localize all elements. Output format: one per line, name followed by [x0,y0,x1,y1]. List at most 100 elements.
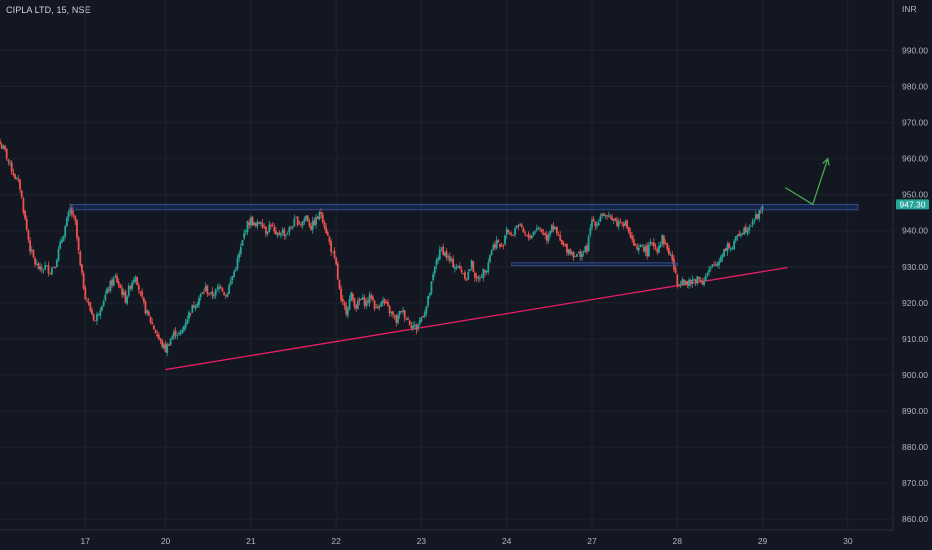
candle-body [711,264,714,267]
candle-body [686,280,689,286]
candle-body [251,216,254,226]
candle-body [102,301,105,306]
candle-body [231,276,234,281]
candle-body [621,222,623,224]
candle-body [382,300,384,303]
candle-body [458,266,461,269]
candle-body [467,271,470,280]
candle-body [577,252,580,254]
candle-body [219,286,222,288]
chart-title: CIPLA LTD, 15, NSE [6,5,91,15]
candle-body [639,245,642,247]
candle-body [393,315,396,317]
candle-body [203,291,205,293]
candle-body [671,254,674,261]
candle-body [184,322,187,328]
candle-body [397,315,399,323]
candle-body [310,225,312,230]
candle-body [497,240,500,243]
candle-body [614,217,617,221]
candle-body [47,265,50,274]
candle-body [480,277,483,278]
candle-body [678,285,680,287]
candle-body [432,274,435,281]
candle-body [597,222,600,226]
candle-body [754,214,757,220]
y-tick-label: 870.00 [902,478,928,488]
candle-body [594,221,597,227]
y-tick-label: 860.00 [902,514,928,524]
candle-body [216,287,219,289]
candle-body [383,298,386,304]
candle-body [696,276,699,284]
candle-body [316,216,319,219]
candle-body [156,333,159,336]
candle-body [438,249,441,260]
candle-body [495,240,498,249]
candle-body [340,288,343,300]
x-tick-label: 27 [587,536,597,546]
candle-body [641,245,644,247]
candle-body [313,220,316,226]
candle-body [668,248,670,255]
candle-body [482,268,485,279]
candle-body [560,240,563,245]
candle-body [79,251,82,266]
candle-body [392,311,394,315]
candle-body [631,236,634,240]
candle-body [515,225,518,228]
candle-body [550,224,553,232]
candle-body [204,286,207,291]
candle-body [761,205,764,211]
candle-body [29,240,32,252]
candle-body [388,306,391,314]
candle-body [214,289,217,296]
candle-body [258,222,261,224]
candle-body [37,263,40,270]
candle-body [346,308,349,316]
candle-body [537,227,540,229]
candle-body [708,269,710,273]
candle-body [649,241,652,245]
candle-body [659,244,662,248]
candle-body [626,220,629,228]
candle-body [278,232,281,235]
candle-body [62,236,65,242]
candle-body [499,243,501,247]
candle-body [20,190,23,198]
resistance-zone [69,204,859,211]
candle-body [253,222,256,226]
candle-body [728,243,731,249]
candle-body [554,226,557,230]
y-tick-label: 890.00 [902,406,928,416]
candle-body [286,233,289,235]
candle-body [121,288,123,295]
candle-body [65,217,68,227]
candle-body [591,219,593,228]
y-tick-label: 980.00 [902,82,928,92]
candle-body [542,232,545,235]
candle-body [263,227,266,228]
candle-body [0,144,3,149]
candle-body [326,232,329,236]
candle-body [32,249,35,258]
candle-body [57,249,60,261]
candle-body [126,296,128,304]
candle-body [460,269,463,273]
candle-body [479,278,481,280]
candle-body [642,246,645,252]
candle-body [724,248,727,251]
candle-body [335,257,338,265]
candle-body [654,245,657,248]
candle-body [736,235,739,237]
candle-body [54,266,57,268]
candle-body [731,249,734,250]
candle-body [82,273,85,289]
candle-body [168,344,170,346]
projection-arrow-head [822,157,830,166]
candle-body [308,222,311,226]
candle-body [4,145,6,150]
candle-body [402,309,404,312]
candle-body [512,235,515,237]
